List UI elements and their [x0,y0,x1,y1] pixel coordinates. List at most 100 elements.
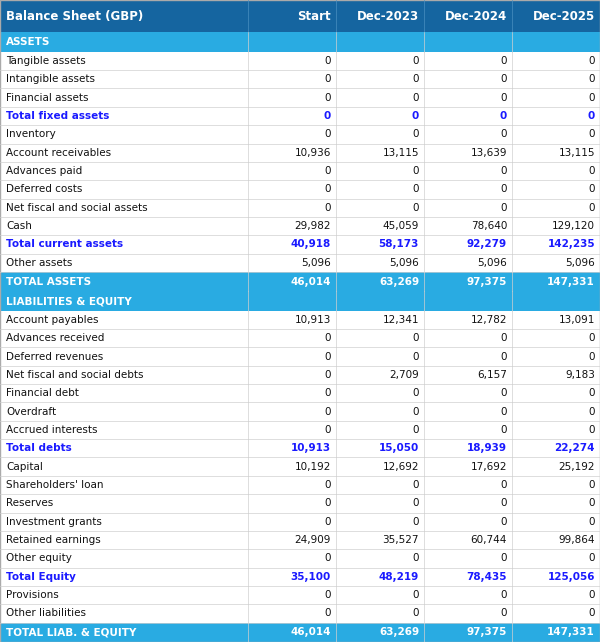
Text: 17,692: 17,692 [470,462,507,472]
Text: 0: 0 [500,203,507,213]
Text: 0: 0 [324,111,331,121]
Bar [0,604,600,623]
Bar [0,568,600,586]
Bar [0,623,600,642]
Bar [0,384,600,403]
Text: 0: 0 [413,425,419,435]
Text: Shareholders' loan: Shareholders' loan [6,480,104,490]
Text: 63,269: 63,269 [379,627,419,638]
Text: 142,235: 142,235 [547,239,595,249]
Text: 0: 0 [325,590,331,600]
Text: Reserves: Reserves [6,498,53,508]
Bar [0,235,600,254]
Text: 0: 0 [413,609,419,618]
Bar [0,291,600,311]
Text: 0: 0 [413,517,419,526]
Text: 0: 0 [500,56,507,66]
Text: 0: 0 [589,184,595,195]
Text: 0: 0 [500,166,507,176]
Text: 0: 0 [413,184,419,195]
Text: Accrued interests: Accrued interests [6,425,97,435]
Text: 0: 0 [589,480,595,490]
Text: 40,918: 40,918 [291,239,331,249]
Text: 29,982: 29,982 [295,221,331,231]
Text: 92,279: 92,279 [467,239,507,249]
Text: Retained earnings: Retained earnings [6,535,101,545]
Text: 0: 0 [589,203,595,213]
Text: 0: 0 [500,590,507,600]
Text: 0: 0 [325,56,331,66]
Text: 0: 0 [589,590,595,600]
Text: 0: 0 [500,609,507,618]
Bar [0,549,600,568]
Text: 0: 0 [325,388,331,398]
Text: 0: 0 [413,56,419,66]
Text: 46,014: 46,014 [290,627,331,638]
Text: 0: 0 [500,406,507,417]
Text: Total Equity: Total Equity [6,572,76,582]
Text: 0: 0 [325,333,331,343]
Text: Dec-2024: Dec-2024 [445,10,507,22]
Bar [0,421,600,439]
Text: Advances received: Advances received [6,333,104,343]
Text: 0: 0 [500,553,507,564]
Text: TOTAL ASSETS: TOTAL ASSETS [6,277,91,286]
Text: Deferred revenues: Deferred revenues [6,352,103,361]
Text: 0: 0 [500,425,507,435]
Text: 5,096: 5,096 [565,257,595,268]
Text: Dec-2023: Dec-2023 [357,10,419,22]
Text: Other assets: Other assets [6,257,73,268]
Text: 0: 0 [325,406,331,417]
Bar [0,347,600,366]
Text: 0: 0 [589,74,595,84]
Text: 0: 0 [413,166,419,176]
Text: 46,014: 46,014 [290,277,331,286]
Text: 0: 0 [589,333,595,343]
Text: 0: 0 [500,74,507,84]
Text: 35,100: 35,100 [291,572,331,582]
Text: 0: 0 [500,111,507,121]
Text: 0: 0 [500,352,507,361]
Bar [0,144,600,162]
Text: 12,692: 12,692 [383,462,419,472]
Bar [0,32,600,52]
Text: 0: 0 [589,498,595,508]
Text: 0: 0 [325,203,331,213]
Text: Total fixed assets: Total fixed assets [6,111,109,121]
Text: 13,115: 13,115 [383,148,419,158]
Text: 0: 0 [413,129,419,139]
Text: 0: 0 [413,480,419,490]
Bar [0,162,600,180]
Bar [0,272,600,291]
Bar [0,254,600,272]
Text: 0: 0 [413,590,419,600]
Text: 15,050: 15,050 [379,444,419,453]
Text: 125,056: 125,056 [548,572,595,582]
Text: 25,192: 25,192 [559,462,595,472]
Text: 0: 0 [500,333,507,343]
Text: 10,192: 10,192 [295,462,331,472]
Text: Total debts: Total debts [6,444,72,453]
Text: 0: 0 [325,553,331,564]
Text: 0: 0 [500,184,507,195]
Bar [0,70,600,89]
Text: 0: 0 [413,406,419,417]
Text: Overdraft: Overdraft [6,406,56,417]
Text: 22,274: 22,274 [554,444,595,453]
Text: 0: 0 [589,517,595,526]
Text: 97,375: 97,375 [467,627,507,638]
Text: 0: 0 [589,92,595,103]
Text: Other liabilities: Other liabilities [6,609,86,618]
Text: 35,527: 35,527 [383,535,419,545]
Text: 63,269: 63,269 [379,277,419,286]
Bar [0,531,600,549]
Text: TOTAL LIAB. & EQUITY: TOTAL LIAB. & EQUITY [6,627,136,638]
Text: 0: 0 [500,517,507,526]
Text: 10,913: 10,913 [295,315,331,325]
Text: 10,913: 10,913 [291,444,331,453]
Text: 78,640: 78,640 [470,221,507,231]
Text: 0: 0 [413,92,419,103]
Text: 0: 0 [325,517,331,526]
Text: Account receivables: Account receivables [6,148,111,158]
Text: 48,219: 48,219 [379,572,419,582]
